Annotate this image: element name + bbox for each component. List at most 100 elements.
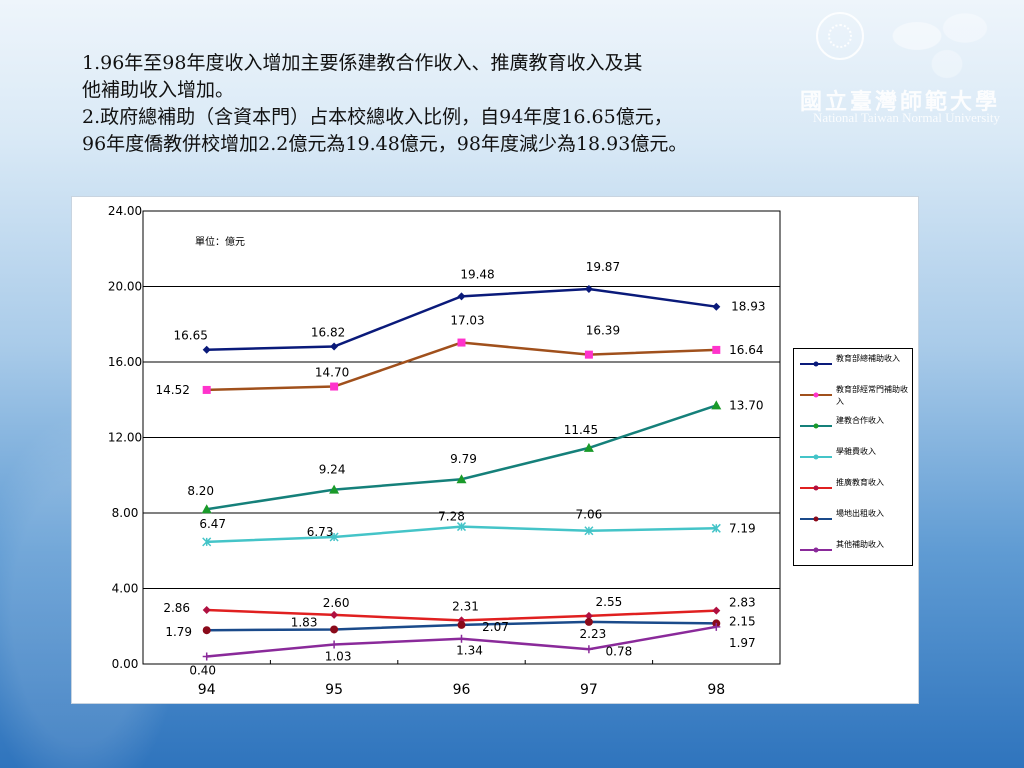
star-marker (329, 532, 339, 542)
data-label: 1.34 (456, 644, 483, 658)
legend-label: 推廣教育收入 (836, 478, 884, 487)
data-label: 1.03 (325, 650, 352, 664)
summary-text: 1.96年至98年度收入增加主要係建教合作收入、推廣教育收入及其 他補助收入增加… (82, 50, 882, 158)
data-label: 2.31 (452, 599, 479, 613)
data-label: 6.73 (307, 525, 334, 539)
legend-swatch (800, 423, 832, 429)
square-marker (202, 385, 211, 394)
data-label: 9.79 (450, 452, 477, 466)
data-label: 6.47 (199, 517, 226, 531)
data-label: 1.97 (729, 636, 756, 650)
x-tick-label: 94 (198, 682, 216, 698)
x-tick-label: 98 (707, 682, 725, 698)
legend-swatch (800, 392, 832, 398)
circle-marker (202, 626, 211, 635)
legend-item: 建教合作收入 (794, 415, 912, 445)
diamond-marker (202, 606, 211, 615)
legend-label: 其他補助收入 (836, 540, 884, 549)
data-label: 2.83 (729, 596, 756, 610)
legend-swatch (800, 485, 832, 491)
data-label: 16.64 (729, 343, 763, 357)
data-label: 11.45 (564, 423, 598, 437)
legend-swatch (800, 547, 832, 553)
data-label: 2.60 (323, 596, 350, 610)
series-line (206, 341, 717, 392)
legend-item: 教育部總補助收入 (794, 353, 912, 383)
summary-line-4: 96年度僑教併校增加2.2億元為19.48億元，98年度減少為18.93億元。 (82, 133, 688, 155)
university-seal-icon (816, 12, 864, 60)
legend-label: 教育部總補助收入 (836, 354, 900, 363)
y-tick-label: 20.00 (108, 280, 142, 294)
square-marker (330, 382, 339, 391)
data-label: 14.52 (156, 383, 190, 397)
legend-item: 學雜費收入 (794, 446, 912, 476)
plus-marker (584, 645, 593, 654)
star-marker (202, 537, 212, 547)
data-label: 13.70 (729, 398, 763, 412)
chart-legend: 教育部總補助收入教育部經常門補助收入建教合作收入學雜費收入推廣教育收入 場地出租收… (793, 348, 913, 566)
summary-line-1: 1.96年至98年度收入增加主要係建教合作收入、推廣教育收入及其 (82, 52, 643, 74)
y-tick-label: 4.00 (112, 582, 139, 596)
data-label: 14.70 (315, 366, 349, 380)
square-marker (584, 350, 593, 359)
circle-marker (584, 617, 593, 626)
data-label: 19.87 (586, 260, 620, 274)
legend-item: 其他補助收入 (794, 539, 912, 569)
y-tick-label: 24.00 (108, 204, 142, 218)
data-label: 0.78 (606, 644, 633, 658)
data-label: 8.20 (187, 484, 214, 498)
data-label: 16.82 (311, 326, 345, 340)
chart-panel: 0.00 4.00 8.00 12.00 16.00 20.00 24.00 94 95 96 97… (72, 197, 918, 703)
data-label: 0.40 (189, 663, 216, 677)
university-logo: 國立臺灣師範大學 National Taiwan Normal Universi… (706, 4, 1006, 134)
plus-marker (712, 622, 721, 631)
y-tick-label: 8.00 (112, 506, 139, 520)
star-marker (456, 522, 467, 532)
data-label: 1.79 (165, 625, 192, 639)
data-label: 2.07 (482, 620, 509, 634)
plus-marker (202, 652, 211, 661)
data-label: 2.55 (596, 595, 623, 609)
triangle-marker (456, 474, 467, 484)
diamond-marker (330, 342, 339, 351)
data-label: 2.15 (729, 614, 756, 628)
data-label: 7.06 (576, 508, 603, 522)
legend-label: 場地出租收入 (836, 509, 884, 518)
circle-marker (457, 620, 466, 629)
data-label: 17.03 (450, 314, 484, 328)
school-name-en: National Taiwan Normal University (813, 110, 1000, 125)
triangle-marker (711, 400, 722, 410)
data-label: 7.19 (729, 521, 756, 535)
x-tick-label: 97 (580, 682, 598, 698)
diamond-marker (584, 611, 593, 620)
y-tick-label: 16.00 (108, 355, 142, 369)
data-label: 2.86 (163, 601, 190, 615)
circle-marker (330, 625, 339, 634)
legend-swatch (800, 361, 832, 367)
plus-marker (330, 640, 339, 649)
y-tick-label: 0.00 (112, 657, 139, 671)
legend-label: 建教合作收入 (836, 416, 884, 425)
summary-line-3: 2.政府總補助（含資本門）占本校總收入比例，自94年度16.65億元， (82, 106, 673, 128)
data-label: 2.23 (580, 627, 607, 641)
summary-line-2: 他補助收入增加。 (82, 79, 235, 101)
line-chart: 0.00 4.00 8.00 12.00 16.00 20.00 24.00 94 95 96 97… (108, 204, 781, 698)
diamond-marker (712, 302, 721, 311)
diamond-marker (330, 610, 339, 619)
star-marker (584, 526, 594, 536)
diamond-marker (584, 284, 593, 293)
square-marker (457, 338, 466, 347)
data-label: 7.28 (438, 510, 465, 524)
leaf-decoration-icon (881, 4, 1001, 84)
legend-label: 教育部經常門補助收入 (836, 385, 908, 406)
data-label: 16.39 (586, 324, 620, 338)
data-label: 19.48 (460, 267, 494, 281)
data-label: 18.93 (731, 300, 765, 314)
square-marker (712, 345, 721, 354)
triangle-marker (583, 442, 594, 452)
x-tick-label: 95 (325, 682, 343, 698)
plus-marker (457, 634, 466, 643)
school-name: 國立臺灣師範大學 (799, 90, 1000, 115)
star-marker (711, 523, 721, 533)
unit-note: 單位：億元 (195, 235, 245, 248)
